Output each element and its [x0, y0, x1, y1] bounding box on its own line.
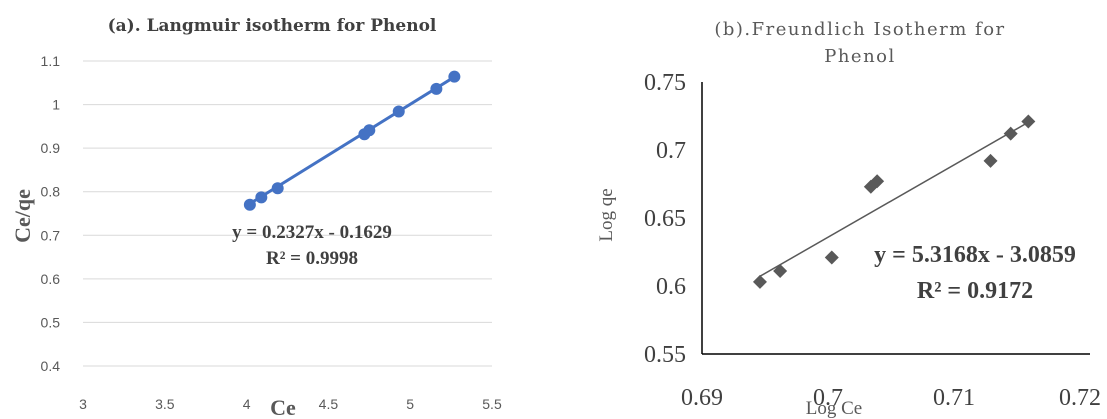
chart-b-r-squared: R² = 0.9172	[917, 278, 1033, 304]
chart-a-x-axis-label: Ce	[270, 395, 296, 419]
chart-a-x-ticks: 3 3.5 4 4.5 5 5.5	[79, 396, 502, 412]
chart-a-data-point	[271, 182, 284, 195]
chart-a-gridlines	[83, 60, 492, 367]
chart-a-data-points	[243, 70, 461, 211]
chart-b-y-axis-label: Log qe	[596, 188, 617, 241]
chart-a-data-point	[243, 198, 256, 211]
chart-b-x-axis-label: Log Ce	[806, 398, 862, 419]
chart-b-data-points	[752, 114, 1036, 289]
chart-b-title-line1: (b).Freundlich Isotherm for	[714, 19, 1005, 40]
chart-a-r-squared: R² = 0.9998	[266, 248, 358, 269]
chart-a-data-point	[255, 191, 268, 204]
chart-a-x-tick-label: 3	[79, 396, 87, 412]
chart-a-y-axis-label: Ce/qe	[10, 189, 35, 243]
chart-a-x-tick-label: 4	[243, 396, 251, 412]
chart-a-y-tick-label: 0.9	[41, 140, 61, 156]
chart-b-x-tick-label: 0.71	[933, 385, 975, 411]
chart-a-data-point	[448, 70, 461, 83]
chart-a-data-point	[363, 124, 376, 137]
chart-b-y-ticks: 0.55 0.6 0.65 0.7 0.75	[644, 70, 686, 368]
chart-b-data-point	[1003, 126, 1018, 141]
chart-b-data-point	[773, 264, 788, 279]
chart-b-x-ticks: 0.69 0.7 0.71 0.72	[681, 385, 1101, 411]
chart-b-y-tick-label: 0.75	[644, 70, 686, 96]
chart-a-x-tick-label: 5	[406, 396, 414, 412]
chart-a-y-tick-label: 0.6	[41, 271, 61, 287]
chart-b-y-tick-label: 0.65	[644, 206, 686, 232]
chart-b-data-point	[983, 153, 998, 168]
langmuir-chart: (a). Langmuir isotherm for Phenol 0.4 0.5…	[10, 16, 502, 419]
chart-a-y-tick-label: 0.4	[41, 358, 61, 374]
chart-a-y-tick-label: 1.1	[41, 53, 61, 69]
chart-b-x-tick-label: 0.72	[1059, 385, 1101, 411]
freundlich-chart: (b).Freundlich Isotherm for Phenol 0.550…	[596, 19, 1101, 419]
chart-b-data-point	[824, 250, 839, 265]
chart-a-x-tick-label: 5.5	[482, 396, 502, 412]
chart-b-y-tick-label: 0.6	[656, 274, 686, 300]
chart-a-x-tick-label: 4.5	[319, 396, 339, 412]
chart-a-y-tick-label: 0.7	[41, 227, 61, 243]
chart-a-y-tick-label: 0.5	[41, 314, 61, 330]
chart-b-title-line2: Phenol	[824, 46, 896, 67]
chart-a-x-tick-label: 3.5	[155, 396, 175, 412]
chart-a-y-tick-label: 0.8	[41, 184, 61, 200]
chart-a-data-point	[392, 105, 405, 118]
chart-b-data-point	[752, 274, 767, 289]
chart-a-trendline-path	[249, 75, 456, 205]
chart-b-data-point	[1021, 114, 1036, 129]
chart-b-trendline	[759, 121, 1029, 277]
chart-b-y-tick-label: 0.7	[656, 138, 686, 164]
chart-a-equation: y = 0.2327x - 0.1629	[232, 222, 392, 243]
chart-a-title: (a). Langmuir isotherm for Phenol	[108, 16, 437, 36]
chart-b-data-point	[870, 174, 885, 189]
chart-b-x-tick-label: 0.69	[681, 385, 723, 411]
chart-b-x-tick-label: 0.7	[813, 385, 843, 411]
chart-a-y-ticks: 0.4 0.5 0.6 0.7 0.8 0.9 1 1.1	[41, 53, 61, 374]
chart-a-data-point	[430, 82, 443, 95]
chart-b-y-tick-label: 0.55	[644, 342, 686, 368]
chart-b-equation: y = 5.3168x - 3.0859	[874, 242, 1076, 268]
chart-a-trendline	[249, 75, 456, 205]
chart-b-trendline-path	[759, 121, 1029, 277]
chart-a-y-tick-label: 1	[52, 97, 60, 113]
